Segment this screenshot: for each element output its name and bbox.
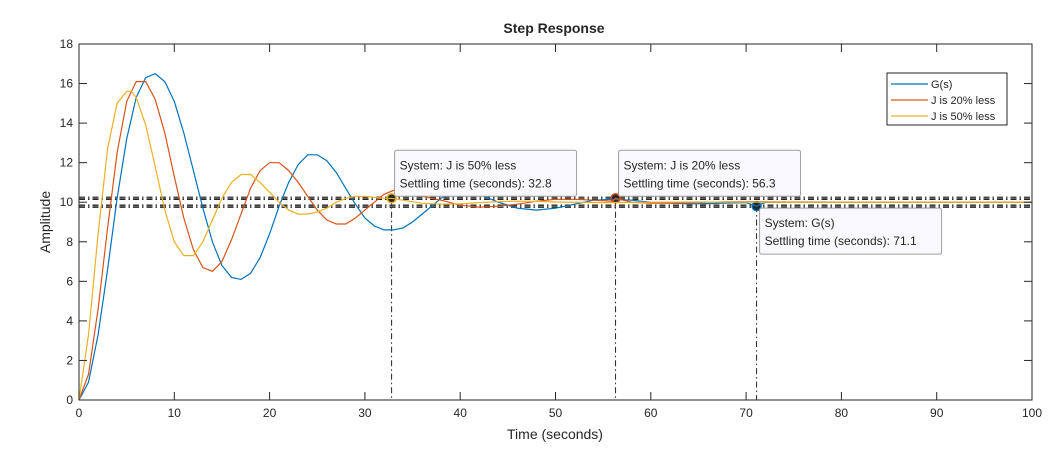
y-tick-label: 18 — [60, 37, 74, 51]
legend-label-gs: G(s) — [931, 79, 952, 91]
datatip-box — [394, 149, 578, 197]
x-tick-label: 20 — [263, 406, 277, 420]
datatip-system-text: System: G(s) — [765, 216, 835, 230]
y-tick-label: 12 — [60, 156, 74, 170]
y-tick-label: 14 — [60, 116, 74, 130]
datatip-system-text: System: J is 20% less — [624, 158, 741, 172]
datatip-box — [618, 149, 802, 197]
chart-title: Step Response — [503, 20, 604, 36]
datatip-settling-text: Settling time (seconds): 71.1 — [765, 234, 917, 248]
x-axis-label: Time (seconds) — [507, 426, 603, 442]
datatip: System: J is 20% less Settling time (seco… — [618, 149, 802, 197]
datatip-settling-text: Settling time (seconds): 32.8 — [400, 176, 552, 190]
series-line — [78, 80, 1032, 401]
datatip-settling-text: Settling time (seconds): 56.3 — [624, 176, 776, 190]
legend-label-j20: J is 20% less — [931, 95, 996, 107]
x-tick-label: 80 — [835, 406, 849, 420]
y-tick-label: 8 — [66, 235, 73, 249]
x-tick-label: 50 — [549, 406, 563, 420]
y-tick-label: 0 — [66, 393, 73, 407]
y-tick-label: 6 — [66, 274, 73, 288]
y-tick-label: 10 — [60, 195, 74, 209]
series-line — [78, 73, 1032, 401]
series-line — [78, 90, 1032, 401]
y-tick-label: 2 — [66, 353, 73, 367]
x-tick-label: 90 — [930, 406, 944, 420]
x-tick-label: 10 — [168, 406, 182, 420]
legend-label-j50: J is 50% less — [931, 111, 996, 123]
datatip: System: J is 50% less Settling time (seco… — [394, 149, 578, 197]
y-axis-label: Amplitude — [37, 191, 53, 253]
axis-ticks: 0 10 20 30 40 50 60 70 80 90 100 0 2 4 6 8 10 12 14 16 18 — [60, 37, 1043, 420]
y-tick-label: 4 — [66, 314, 73, 328]
x-tick-label: 30 — [358, 406, 372, 420]
y-tick-label: 16 — [60, 77, 74, 91]
datatip-box — [759, 207, 943, 255]
x-tick-label: 40 — [454, 406, 468, 420]
legend: G(s) J is 20% less J is 50% less — [886, 72, 1008, 126]
x-tick-label: 100 — [1022, 406, 1042, 420]
x-tick-label: 60 — [644, 406, 658, 420]
x-tick-label: 0 — [76, 406, 83, 420]
datatip: System: G(s) Settling time (seconds): 71.… — [759, 207, 943, 255]
series-lines — [78, 73, 1032, 401]
settling-time-datatips: System: J is 50% less Settling time (seco… — [394, 149, 943, 255]
x-tick-label: 70 — [739, 406, 753, 420]
datatip-system-text: System: J is 50% less — [400, 158, 517, 172]
